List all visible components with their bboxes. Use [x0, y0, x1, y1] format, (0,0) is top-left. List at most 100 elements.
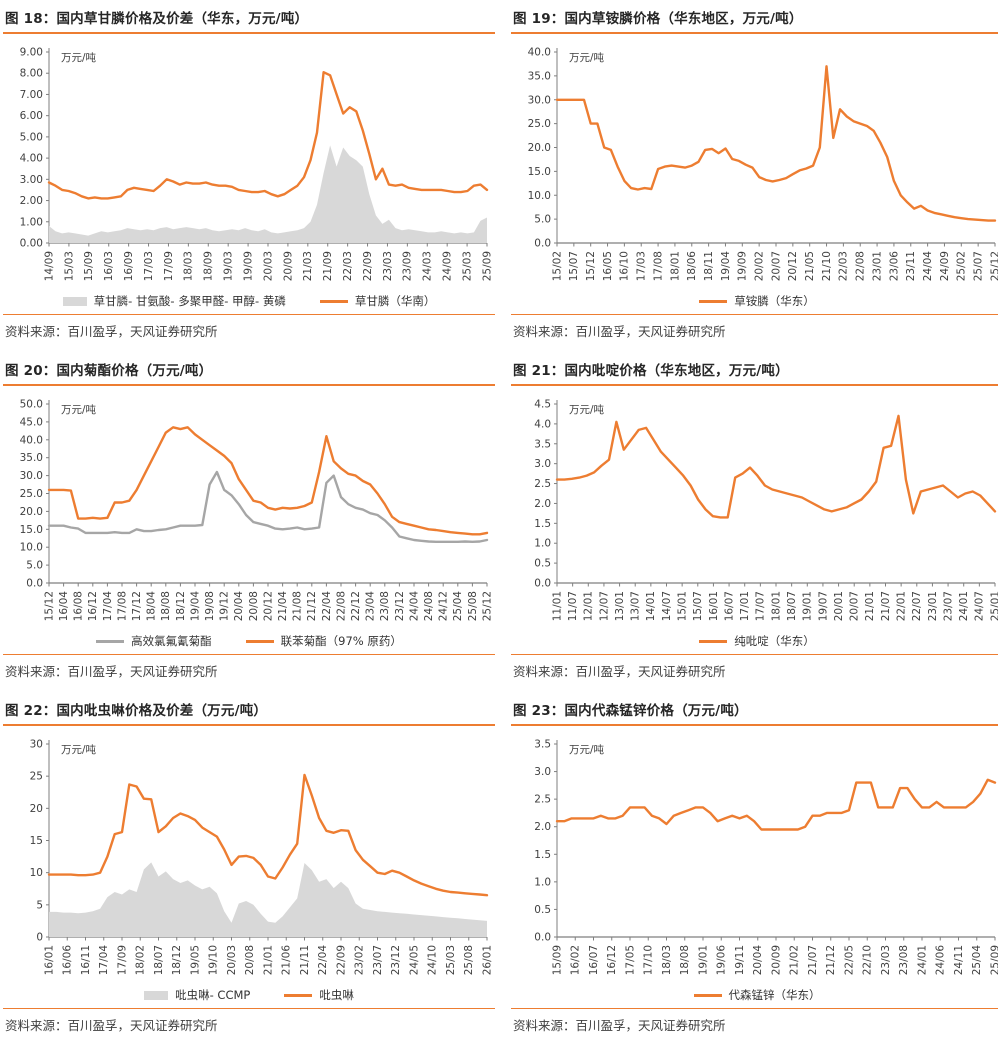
svg-text:24/09: 24/09 [939, 251, 951, 281]
svg-text:万元/吨: 万元/吨 [61, 403, 97, 416]
svg-text:20: 20 [30, 803, 43, 815]
svg-text:22/01: 22/01 [896, 591, 908, 621]
svg-text:25.0: 25.0 [528, 118, 551, 130]
svg-text:16/12: 16/12 [606, 945, 618, 975]
svg-text:21/12: 21/12 [306, 591, 318, 621]
svg-text:23/12: 23/12 [390, 945, 402, 975]
svg-text:20/12: 20/12 [262, 591, 274, 621]
svg-text:10.0: 10.0 [528, 190, 551, 202]
svg-text:21/04: 21/04 [277, 591, 289, 622]
figure-21: 图 21：国内吡啶价格（华东地区，万元/吨） 0.0 0.5 1.0 1.5 2.0 2.… [511, 352, 998, 692]
figure-23-chart-area: 0.0 0.5 1.0 1.5 2.0 2.5 3.0 3.5 15/09 16/02 16/07 1… [511, 730, 998, 984]
figure-20-legend: 高效氯氟氰菊酯 联苯菊酯（97% 原药） [3, 630, 495, 652]
figure-22-legend: 吡虫啉- CCMP 吡虫啉 [3, 984, 495, 1006]
svg-text:20/04: 20/04 [752, 945, 764, 976]
svg-text:25/07: 25/07 [973, 251, 985, 281]
legend-line-swatch [245, 639, 274, 643]
svg-text:17/04: 17/04 [102, 591, 114, 622]
legend-label: 草甘膦- 甘氨酸- 多聚甲醛- 甲醇- 黄磷 [93, 294, 286, 308]
figure-19: 图 19：国内草铵膦价格（华东地区，万元/吨） 0.0 5.0 10.0 15.0 20… [511, 0, 998, 352]
svg-text:3.0: 3.0 [534, 766, 551, 778]
pyrethroid-price-chart: 0.0 5.0 10.0 15.0 20.0 25.0 30.0 35.0 40.0 45.0 50… [20, 399, 494, 622]
figure-19-title: 图 19：国内草铵膦价格（华东地区，万元/吨） [511, 0, 998, 34]
legend-label: 代森锰锌（华东） [728, 988, 821, 1002]
svg-text:18/01: 18/01 [770, 591, 782, 621]
legend-label: 联苯菊酯（97% 原药） [280, 634, 402, 648]
svg-text:23/08: 23/08 [379, 591, 391, 621]
svg-text:16/08: 16/08 [73, 591, 85, 621]
svg-text:17/04: 17/04 [98, 945, 110, 976]
svg-text:11/01: 11/01 [551, 591, 563, 621]
figure-19-legend: 草铵膦（华东） [511, 290, 998, 312]
svg-text:21/02: 21/02 [789, 945, 801, 975]
imidacloprid-price-chart: 0 5 10 15 20 25 30 16/01 16/06 16/11 17/04 17/09 18/… [30, 739, 494, 976]
svg-text:21/01: 21/01 [262, 945, 274, 975]
svg-text:10: 10 [30, 867, 43, 879]
svg-text:5: 5 [36, 899, 43, 911]
svg-text:18/02: 18/02 [135, 945, 147, 975]
svg-text:万元/吨: 万元/吨 [61, 51, 97, 64]
svg-text:16/11: 16/11 [80, 945, 92, 975]
svg-text:22/03: 22/03 [838, 251, 850, 281]
pyridine-price-chart: 0.0 0.5 1.0 1.5 2.0 2.5 3.0 3.5 4.0 4.5 11/01 11/07… [534, 399, 998, 622]
svg-text:19/08: 19/08 [204, 591, 216, 621]
svg-text:24/07: 24/07 [974, 591, 986, 621]
svg-text:19/04: 19/04 [720, 251, 732, 282]
svg-text:18/08: 18/08 [679, 945, 691, 975]
svg-text:8.00: 8.00 [20, 68, 43, 80]
svg-text:13/01: 13/01 [614, 591, 626, 621]
svg-text:1.0: 1.0 [534, 538, 551, 550]
svg-text:0.0: 0.0 [26, 578, 43, 590]
svg-text:20/03: 20/03 [226, 945, 238, 975]
svg-text:21/08: 21/08 [292, 591, 304, 621]
svg-text:24/12: 24/12 [438, 591, 450, 621]
svg-text:15/09: 15/09 [551, 945, 563, 975]
svg-text:17/10: 17/10 [643, 945, 655, 975]
svg-text:3.0: 3.0 [534, 458, 551, 470]
svg-text:21/05: 21/05 [804, 251, 816, 281]
legend-item: 纯吡啶（华东） [699, 633, 815, 649]
svg-text:13/07: 13/07 [630, 591, 642, 621]
svg-text:15.0: 15.0 [20, 524, 43, 536]
svg-text:24/03: 24/03 [422, 251, 434, 281]
svg-text:15/02: 15/02 [551, 251, 563, 281]
figure-23-title: 图 23：国内代森锰锌价格（万元/吨） [511, 692, 998, 726]
legend-label: 纯吡啶（华东） [734, 634, 815, 648]
svg-text:23/07: 23/07 [942, 591, 954, 621]
svg-text:22/03: 22/03 [342, 251, 354, 281]
svg-text:25/09: 25/09 [481, 251, 493, 281]
svg-text:35.0: 35.0 [20, 452, 43, 464]
svg-text:18/06: 18/06 [686, 251, 698, 282]
svg-text:1.0: 1.0 [534, 876, 551, 888]
svg-text:16/06: 16/06 [62, 945, 74, 976]
svg-text:万元/吨: 万元/吨 [569, 403, 605, 416]
svg-text:19/01: 19/01 [697, 945, 709, 975]
svg-text:19/07: 19/07 [817, 591, 829, 621]
svg-text:22/07: 22/07 [911, 591, 923, 621]
legend-line-swatch [699, 299, 728, 303]
svg-text:23/03: 23/03 [880, 945, 892, 975]
legend-line-swatch [96, 639, 125, 643]
figure-18-chart-area: 0.00 1.00 2.00 3.00 4.00 5.00 6.00 7.00 8.00 9.00… [3, 38, 495, 290]
svg-text:24/08: 24/08 [423, 591, 435, 621]
svg-text:16/04: 16/04 [58, 591, 70, 622]
legend-item: 草铵膦（华东） [699, 293, 815, 309]
figure-23: 图 23：国内代森锰锌价格（万元/吨） 0.0 0.5 1.0 1.5 2.0 2.5 3.… [511, 692, 998, 1046]
glufosinate-price-chart: 0.0 5.0 10.0 15.0 20.0 25.0 30.0 35.0 40.0 15/02 1… [528, 47, 998, 282]
svg-text:17/08: 17/08 [116, 591, 128, 621]
figure-23-legend: 代森锰锌（华东） [511, 984, 998, 1006]
svg-text:21/06: 21/06 [281, 945, 293, 976]
svg-text:15/03: 15/03 [63, 251, 75, 281]
svg-text:25/04: 25/04 [971, 945, 983, 976]
svg-text:20/07: 20/07 [849, 591, 861, 621]
svg-text:40.0: 40.0 [20, 434, 43, 446]
svg-text:10.0: 10.0 [20, 542, 43, 554]
svg-text:9.00: 9.00 [20, 47, 43, 59]
svg-text:2.0: 2.0 [534, 498, 551, 510]
svg-text:16/07: 16/07 [588, 945, 600, 975]
svg-text:18/03: 18/03 [183, 251, 195, 281]
svg-text:25/09: 25/09 [989, 945, 998, 975]
figure-20-source: 资料来源：百川盈孚，天风证券研究所 [3, 654, 495, 692]
svg-text:15/01: 15/01 [677, 591, 689, 621]
